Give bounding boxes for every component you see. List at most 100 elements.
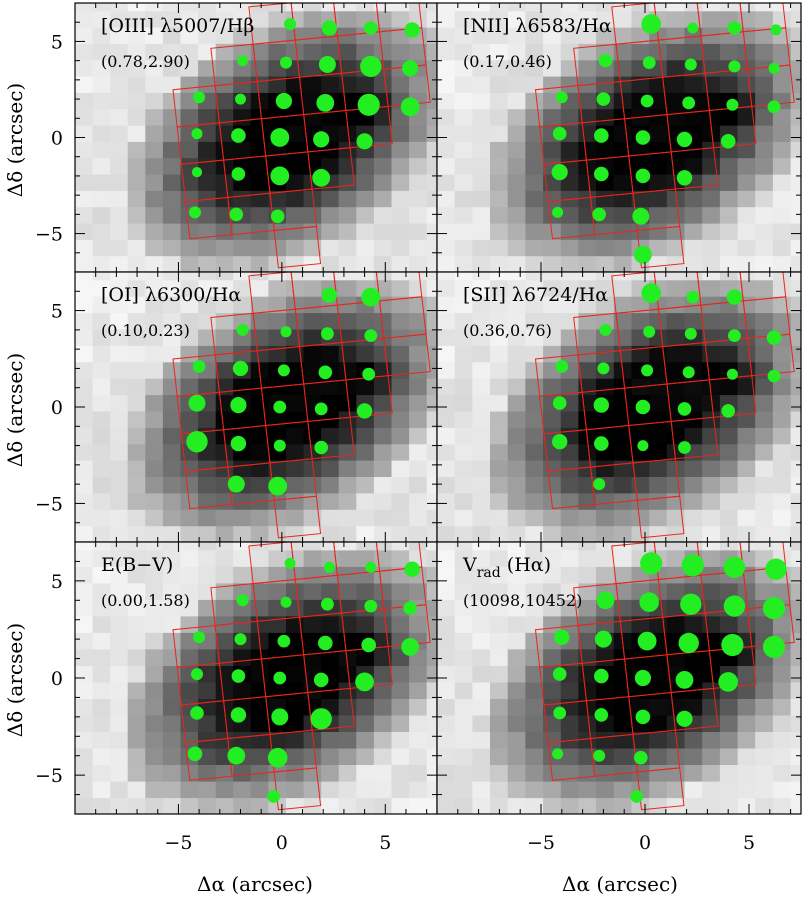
image-pixel xyxy=(409,542,428,551)
image-pixel xyxy=(127,125,146,142)
image-pixel xyxy=(755,410,774,428)
image-pixel xyxy=(454,125,473,142)
image-pixel xyxy=(409,582,428,600)
image-pixel xyxy=(233,410,252,428)
image-pixel xyxy=(110,476,129,494)
image-pixel xyxy=(162,206,182,224)
image-pixel xyxy=(772,255,792,272)
image-pixel xyxy=(666,239,686,257)
image-pixel xyxy=(790,566,801,584)
image-pixel xyxy=(426,361,437,379)
image-pixel xyxy=(490,378,509,396)
image-pixel xyxy=(110,3,129,12)
image-pixel xyxy=(391,328,410,346)
image-pixel xyxy=(250,525,269,542)
image-pixel xyxy=(338,394,357,412)
image-pixel xyxy=(162,328,182,346)
image-pixel xyxy=(790,279,801,297)
image-pixel xyxy=(702,665,721,683)
image-pixel xyxy=(507,312,526,330)
data-points xyxy=(189,18,420,224)
image-pixel xyxy=(373,108,393,126)
image-pixel xyxy=(233,345,252,363)
image-pixel xyxy=(215,255,234,272)
image-pixel xyxy=(215,296,234,314)
image-pixel xyxy=(772,76,792,93)
data-point xyxy=(594,708,609,722)
image-pixel xyxy=(92,43,111,61)
image-pixel xyxy=(215,157,234,175)
image-pixel xyxy=(649,206,668,224)
image-pixel xyxy=(437,10,456,28)
image-pixel xyxy=(737,764,756,782)
image-pixel xyxy=(596,492,615,510)
image-pixel xyxy=(543,542,562,551)
image-pixel xyxy=(250,296,269,314)
image-pixel xyxy=(145,27,164,44)
image-pixel xyxy=(426,43,437,61)
image-pixel xyxy=(127,492,146,510)
image-pixel xyxy=(180,542,199,551)
image-pixel xyxy=(127,43,146,61)
image-pixel xyxy=(719,3,739,12)
image-pixel xyxy=(472,665,491,683)
image-pixel xyxy=(127,509,146,527)
image-pixel xyxy=(649,747,668,765)
image-pixel xyxy=(145,312,164,330)
image-pixel xyxy=(92,615,111,633)
image-pixel xyxy=(426,714,437,732)
image-pixel xyxy=(490,255,509,272)
image-pixel xyxy=(490,698,509,716)
image-pixel xyxy=(268,542,287,551)
image-pixel xyxy=(391,509,410,527)
image-pixel xyxy=(578,10,597,28)
image-pixel xyxy=(162,345,182,363)
data-point xyxy=(641,283,661,304)
image-pixel xyxy=(373,492,393,510)
image-pixel xyxy=(215,239,234,257)
image-pixel xyxy=(286,582,305,600)
image-pixel xyxy=(578,681,597,699)
data-point xyxy=(634,245,652,264)
image-pixel xyxy=(162,427,182,445)
image-pixel xyxy=(525,492,544,510)
data-point xyxy=(677,402,692,416)
image-pixel xyxy=(162,632,182,650)
image-pixel xyxy=(525,108,544,126)
image-pixel xyxy=(110,698,129,716)
image-pixel xyxy=(543,328,562,346)
image-pixel xyxy=(268,10,287,28)
image-pixel xyxy=(472,43,491,61)
data-point xyxy=(552,748,564,760)
image-pixel xyxy=(507,43,526,61)
image-pixel xyxy=(454,525,473,542)
image-pixel xyxy=(560,566,580,584)
image-pixel xyxy=(790,632,801,650)
image-pixel xyxy=(507,378,526,396)
image-pixel xyxy=(127,797,146,814)
image-pixel xyxy=(737,681,756,699)
image-pixel xyxy=(578,255,597,272)
image-pixel xyxy=(338,632,357,650)
image-pixel xyxy=(233,239,252,257)
image-pixel xyxy=(772,108,792,126)
image-pixel xyxy=(303,549,322,567)
image-pixel xyxy=(303,206,322,224)
panel-range: (0.00,1.58) xyxy=(101,591,190,610)
image-pixel xyxy=(215,698,234,716)
data-point xyxy=(640,552,663,575)
image-pixel xyxy=(75,10,94,28)
data-point xyxy=(678,441,691,454)
data-point xyxy=(721,633,744,657)
image-pixel xyxy=(356,476,375,494)
image-pixel xyxy=(596,797,615,814)
image-pixel xyxy=(737,345,756,363)
image-pixel xyxy=(75,582,94,600)
image-pixel xyxy=(719,509,739,527)
fiber-cell xyxy=(345,105,393,149)
image-pixel xyxy=(737,460,756,477)
image-pixel xyxy=(127,648,146,666)
image-pixel xyxy=(409,394,428,412)
image-pixel xyxy=(772,731,792,749)
image-pixel xyxy=(719,797,739,814)
